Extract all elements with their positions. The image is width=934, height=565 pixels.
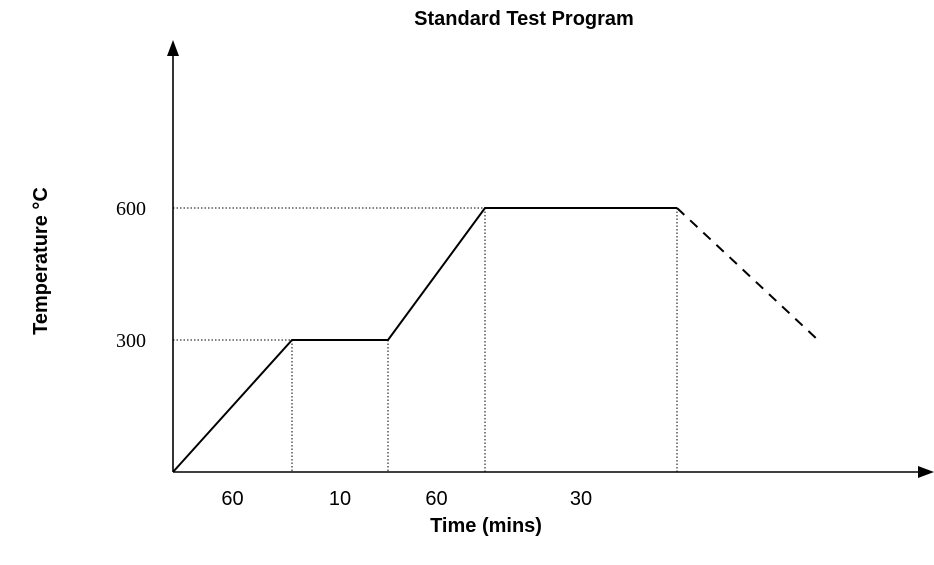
- x-segment-label: 60: [221, 488, 243, 510]
- x-segment-label: 60: [425, 488, 447, 510]
- y-tick-labels: 300 600: [116, 198, 146, 352]
- x-segment-label: 30: [570, 488, 592, 510]
- chart-title: Standard Test Program: [414, 8, 634, 30]
- axes: [167, 40, 934, 478]
- y-tick-label: 300: [116, 330, 146, 352]
- cooldown-line: [676, 207, 819, 341]
- temperature-profile: [172, 207, 819, 473]
- profile-line: [172, 207, 677, 473]
- guide-lines: [173, 207, 678, 472]
- x-segment-label: 10: [329, 488, 351, 510]
- y-tick-label: 600: [116, 198, 146, 220]
- y-axis-label: Temperature °C: [30, 187, 52, 335]
- y-axis-arrowhead: [167, 40, 179, 56]
- x-segment-labels: 60 10 60 30: [221, 488, 592, 510]
- x-axis-label: Time (mins): [430, 515, 542, 537]
- x-axis-arrowhead: [918, 466, 934, 478]
